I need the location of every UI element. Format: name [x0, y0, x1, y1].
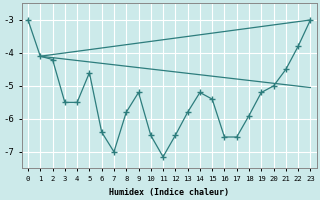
X-axis label: Humidex (Indice chaleur): Humidex (Indice chaleur): [109, 188, 229, 197]
